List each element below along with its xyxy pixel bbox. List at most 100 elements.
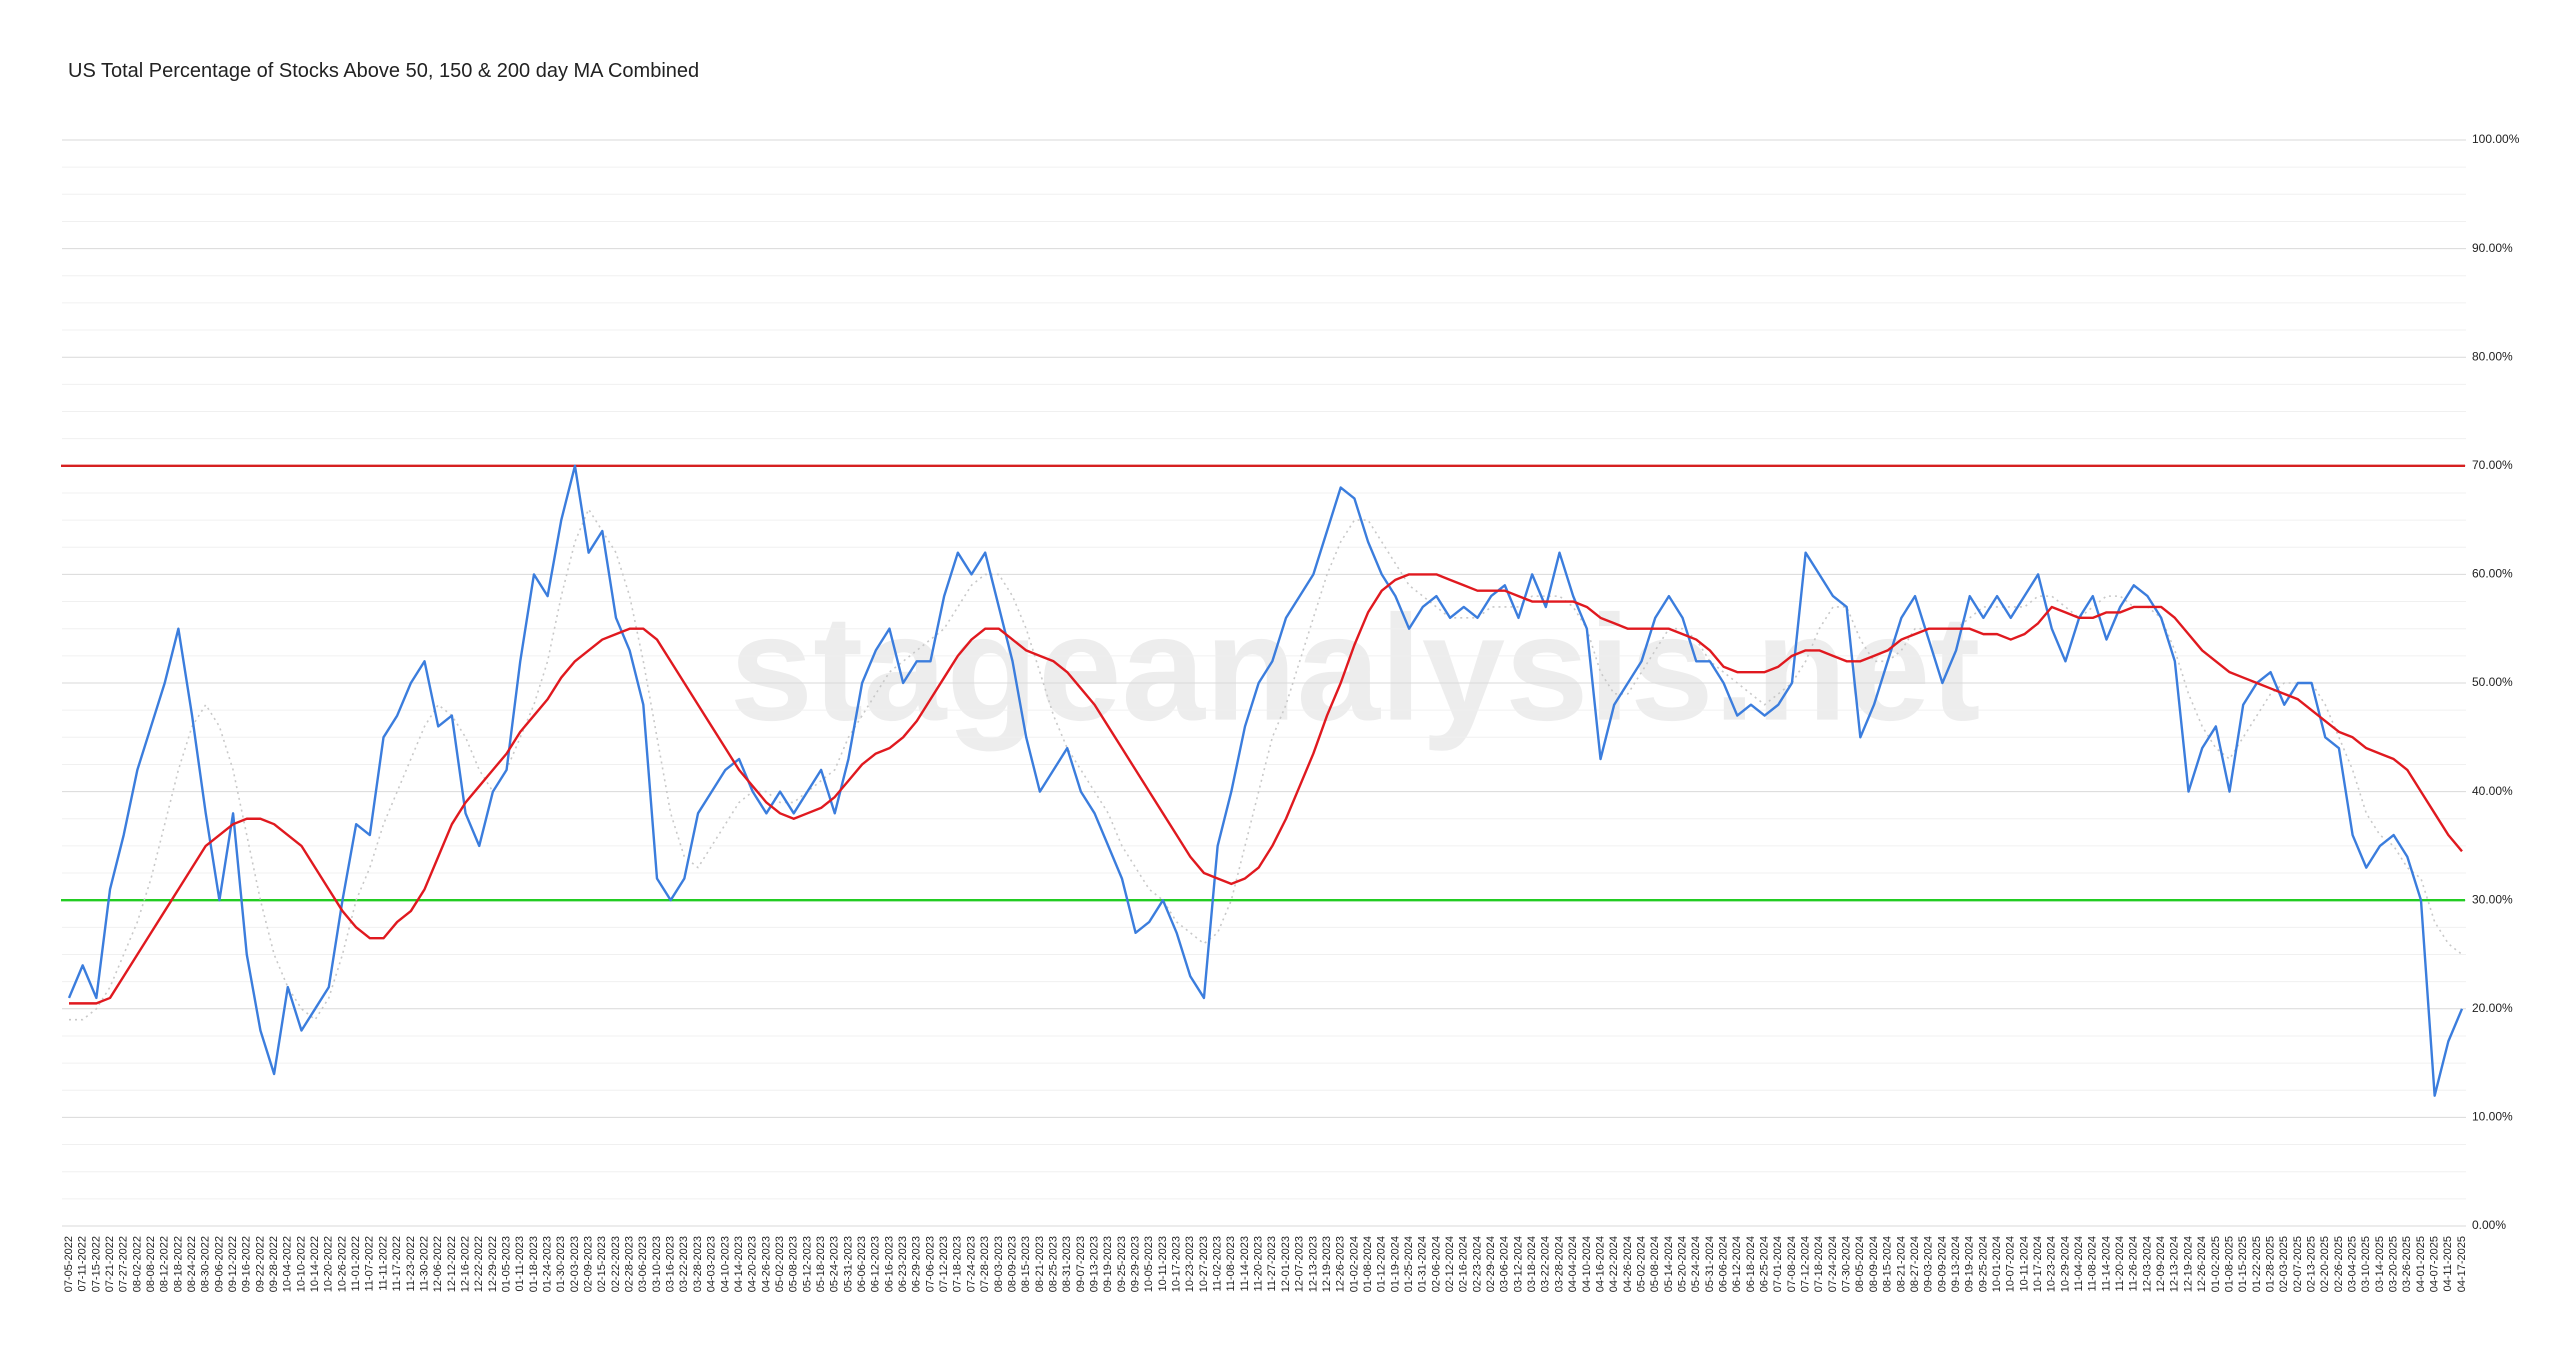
x-tick-label: 03-16-2023 [665, 1236, 677, 1292]
x-tick-label: 01-11-2023 [514, 1236, 526, 1291]
x-tick-label: 09-22-2022 [254, 1236, 266, 1292]
x-tick-label: 10-17-2023 [1171, 1236, 1183, 1292]
x-tick-label: 01-02-2025 [2210, 1236, 2222, 1292]
x-tick-label: 09-19-2024 [1964, 1236, 1976, 1292]
x-tick-label: 08-18-2022 [172, 1236, 184, 1292]
x-tick-label: 07-06-2023 [924, 1236, 936, 1292]
x-tick-label: 10-20-2022 [323, 1236, 335, 1292]
x-tick-label: 09-09-2024 [1936, 1236, 1948, 1292]
x-tick-label: 09-13-2023 [1088, 1236, 1100, 1292]
x-tick-label: 09-12-2022 [227, 1236, 239, 1292]
x-tick-label: 04-07-2025 [2429, 1236, 2441, 1292]
x-tick-label: 04-04-2024 [1567, 1236, 1579, 1292]
x-tick-label: 09-03-2024 [1923, 1236, 1935, 1292]
x-tick-label: 12-13-2024 [2169, 1236, 2181, 1292]
x-tick-label: 12-13-2023 [1307, 1236, 1319, 1292]
x-tick-label: 07-12-2024 [1800, 1236, 1812, 1292]
x-tick-label: 07-27-2022 [118, 1236, 130, 1292]
x-tick-label: 09-07-2023 [1075, 1236, 1087, 1292]
x-tick-label: 04-17-2025 [2456, 1236, 2468, 1292]
x-tick-label: 04-03-2023 [706, 1236, 718, 1292]
y-tick-label: 10.00% [2472, 1110, 2513, 1124]
x-tick-label: 04-10-2023 [719, 1236, 731, 1292]
chart-title: US Total Percentage of Stocks Above 50, … [68, 60, 699, 82]
x-tick-label: 02-26-2025 [2333, 1236, 2345, 1292]
x-tick-label: 01-30-2023 [555, 1236, 567, 1292]
x-tick-label: 08-27-2024 [1909, 1236, 1921, 1292]
x-tick-label: 09-25-2024 [1977, 1236, 1989, 1292]
x-tick-label: 10-11-2024 [2018, 1236, 2030, 1291]
x-tick-label: 02-20-2025 [2319, 1236, 2331, 1292]
x-tick-label: 04-14-2023 [733, 1236, 745, 1292]
x-tick-label: 11-17-2022 [391, 1236, 403, 1291]
y-tick-label: 60.00% [2472, 567, 2513, 581]
x-tick-label: 12-19-2024 [2182, 1236, 2194, 1292]
x-tick-label: 06-06-2023 [856, 1236, 868, 1292]
x-tick-label: 02-22-2023 [610, 1236, 622, 1292]
x-tick-label: 11-14-2023 [1239, 1236, 1251, 1291]
x-tick-label: 02-03-2023 [569, 1236, 581, 1292]
x-tick-label: 05-08-2023 [788, 1236, 800, 1292]
x-tick-label: 08-31-2023 [1061, 1236, 1073, 1292]
x-tick-label: 09-13-2024 [1950, 1236, 1962, 1292]
x-tick-label: 06-16-2023 [883, 1236, 895, 1292]
x-tick-label: 02-07-2025 [2292, 1236, 2304, 1292]
x-tick-label: 04-10-2024 [1581, 1236, 1593, 1292]
x-tick-label: 08-30-2022 [200, 1236, 212, 1292]
x-tick-label: 05-31-2023 [842, 1236, 854, 1292]
x-tick-label: 11-26-2024 [2128, 1236, 2140, 1291]
x-tick-label: 03-22-2024 [1540, 1236, 1552, 1292]
x-tick-label: 03-28-2024 [1553, 1236, 1565, 1292]
x-tick-label: 10-29-2024 [2059, 1236, 2071, 1292]
y-tick-label: 0.00% [2472, 1218, 2506, 1232]
x-tick-label: 02-06-2024 [1430, 1236, 1442, 1292]
x-tick-label: 12-26-2023 [1335, 1236, 1347, 1292]
y-tick-label: 70.00% [2472, 458, 2513, 472]
x-tick-label: 03-12-2024 [1512, 1236, 1524, 1292]
x-tick-label: 07-18-2023 [952, 1236, 964, 1292]
x-tick-label: 08-15-2023 [1020, 1236, 1032, 1292]
x-tick-label: 07-21-2022 [104, 1236, 116, 1292]
x-tick-label: 04-22-2024 [1608, 1236, 1620, 1292]
x-tick-label: 08-21-2023 [1034, 1236, 1046, 1292]
x-tick-label: 10-17-2024 [2032, 1236, 2044, 1292]
x-tick-label: 03-22-2023 [678, 1236, 690, 1292]
x-tick-label: 11-04-2024 [2073, 1236, 2085, 1291]
x-tick-label: 01-31-2024 [1417, 1236, 1429, 1292]
x-tick-label: 07-24-2023 [965, 1236, 977, 1292]
x-tick-label: 12-01-2023 [1280, 1236, 1292, 1292]
x-tick-label: 07-05-2022 [63, 1236, 75, 1292]
x-tick-label: 08-08-2022 [145, 1236, 157, 1292]
x-tick-label: 03-26-2025 [2401, 1236, 2413, 1292]
x-tick-label: 01-08-2025 [2223, 1236, 2235, 1292]
x-tick-label: 01-19-2024 [1389, 1236, 1401, 1292]
x-tick-label: 07-30-2024 [1841, 1236, 1853, 1292]
y-tick-label: 30.00% [2472, 892, 2513, 906]
x-tick-label: 10-04-2022 [282, 1236, 294, 1292]
x-tick-label: 02-13-2025 [2305, 1236, 2317, 1292]
x-tick-label: 01-25-2024 [1403, 1236, 1415, 1292]
x-tick-label: 05-08-2024 [1649, 1236, 1661, 1292]
x-tick-label: 03-28-2023 [692, 1236, 704, 1292]
x-tick-label: 12-26-2024 [2196, 1236, 2208, 1292]
x-tick-label: 09-28-2022 [268, 1236, 280, 1292]
x-tick-label: 05-31-2024 [1704, 1236, 1716, 1292]
x-tick-label: 01-12-2024 [1376, 1236, 1388, 1292]
x-tick-label: 10-23-2023 [1184, 1236, 1196, 1292]
x-tick-label: 10-01-2024 [1991, 1236, 2003, 1292]
x-tick-label: 01-28-2025 [2264, 1236, 2276, 1292]
x-tick-label: 05-24-2024 [1690, 1236, 1702, 1292]
y-tick-label: 50.00% [2472, 675, 2513, 689]
x-tick-label: 05-02-2023 [774, 1236, 786, 1292]
x-tick-label: 02-16-2024 [1458, 1236, 1470, 1292]
x-tick-label: 09-19-2023 [1102, 1236, 1114, 1292]
x-tick-label: 02-15-2023 [596, 1236, 608, 1292]
x-tick-label: 10-26-2022 [336, 1236, 348, 1292]
x-tick-label: 01-22-2025 [2251, 1236, 2263, 1292]
x-tick-label: 09-16-2022 [241, 1236, 253, 1292]
x-tick-label: 03-10-2023 [651, 1236, 663, 1292]
x-tick-label: 08-05-2024 [1854, 1236, 1866, 1292]
y-tick-label: 40.00% [2472, 784, 2513, 798]
x-tick-label: 11-08-2024 [2087, 1236, 2099, 1291]
